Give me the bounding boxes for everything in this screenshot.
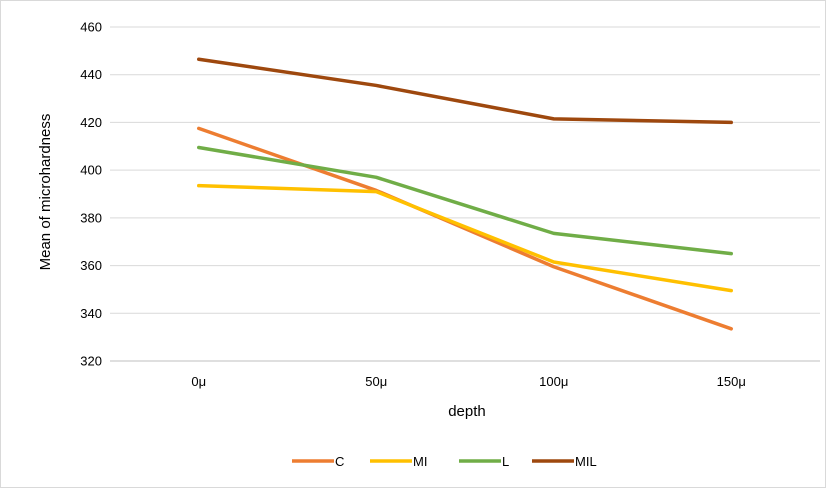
y-tick-label: 340 xyxy=(80,306,102,321)
y-tick-label: 400 xyxy=(80,163,102,178)
y-axis-title: Mean of microhardness xyxy=(37,114,54,271)
gridlines xyxy=(110,26,820,362)
x-axis-title: depth xyxy=(448,403,486,420)
x-tick-label: 150μ xyxy=(717,374,746,389)
legend: C MI L MIL xyxy=(292,454,597,469)
series-line-l xyxy=(197,145,733,256)
series-lines xyxy=(197,57,733,331)
y-tick-label: 380 xyxy=(80,210,102,225)
axes: 320 340 360 380 400 420 440 460 0μ 50μ 100μ 150μ xyxy=(80,20,746,390)
y-tick-label: 320 xyxy=(80,354,102,369)
y-tick-label: 460 xyxy=(80,20,102,35)
series-line-mil xyxy=(197,57,733,125)
legend-label-mil: MIL xyxy=(575,454,597,469)
y-tick-label: 360 xyxy=(80,258,102,273)
legend-label-c: C xyxy=(335,454,344,469)
x-tick-label: 50μ xyxy=(365,374,387,389)
y-tick-label: 420 xyxy=(80,115,102,130)
legend-label-l: L xyxy=(502,454,509,469)
x-tick-label: 100μ xyxy=(539,374,568,389)
y-tick-label: 440 xyxy=(80,67,102,82)
series-line-mi xyxy=(197,183,733,293)
legend-label-mi: MI xyxy=(413,454,427,469)
x-tick-label: 0μ xyxy=(191,374,206,389)
